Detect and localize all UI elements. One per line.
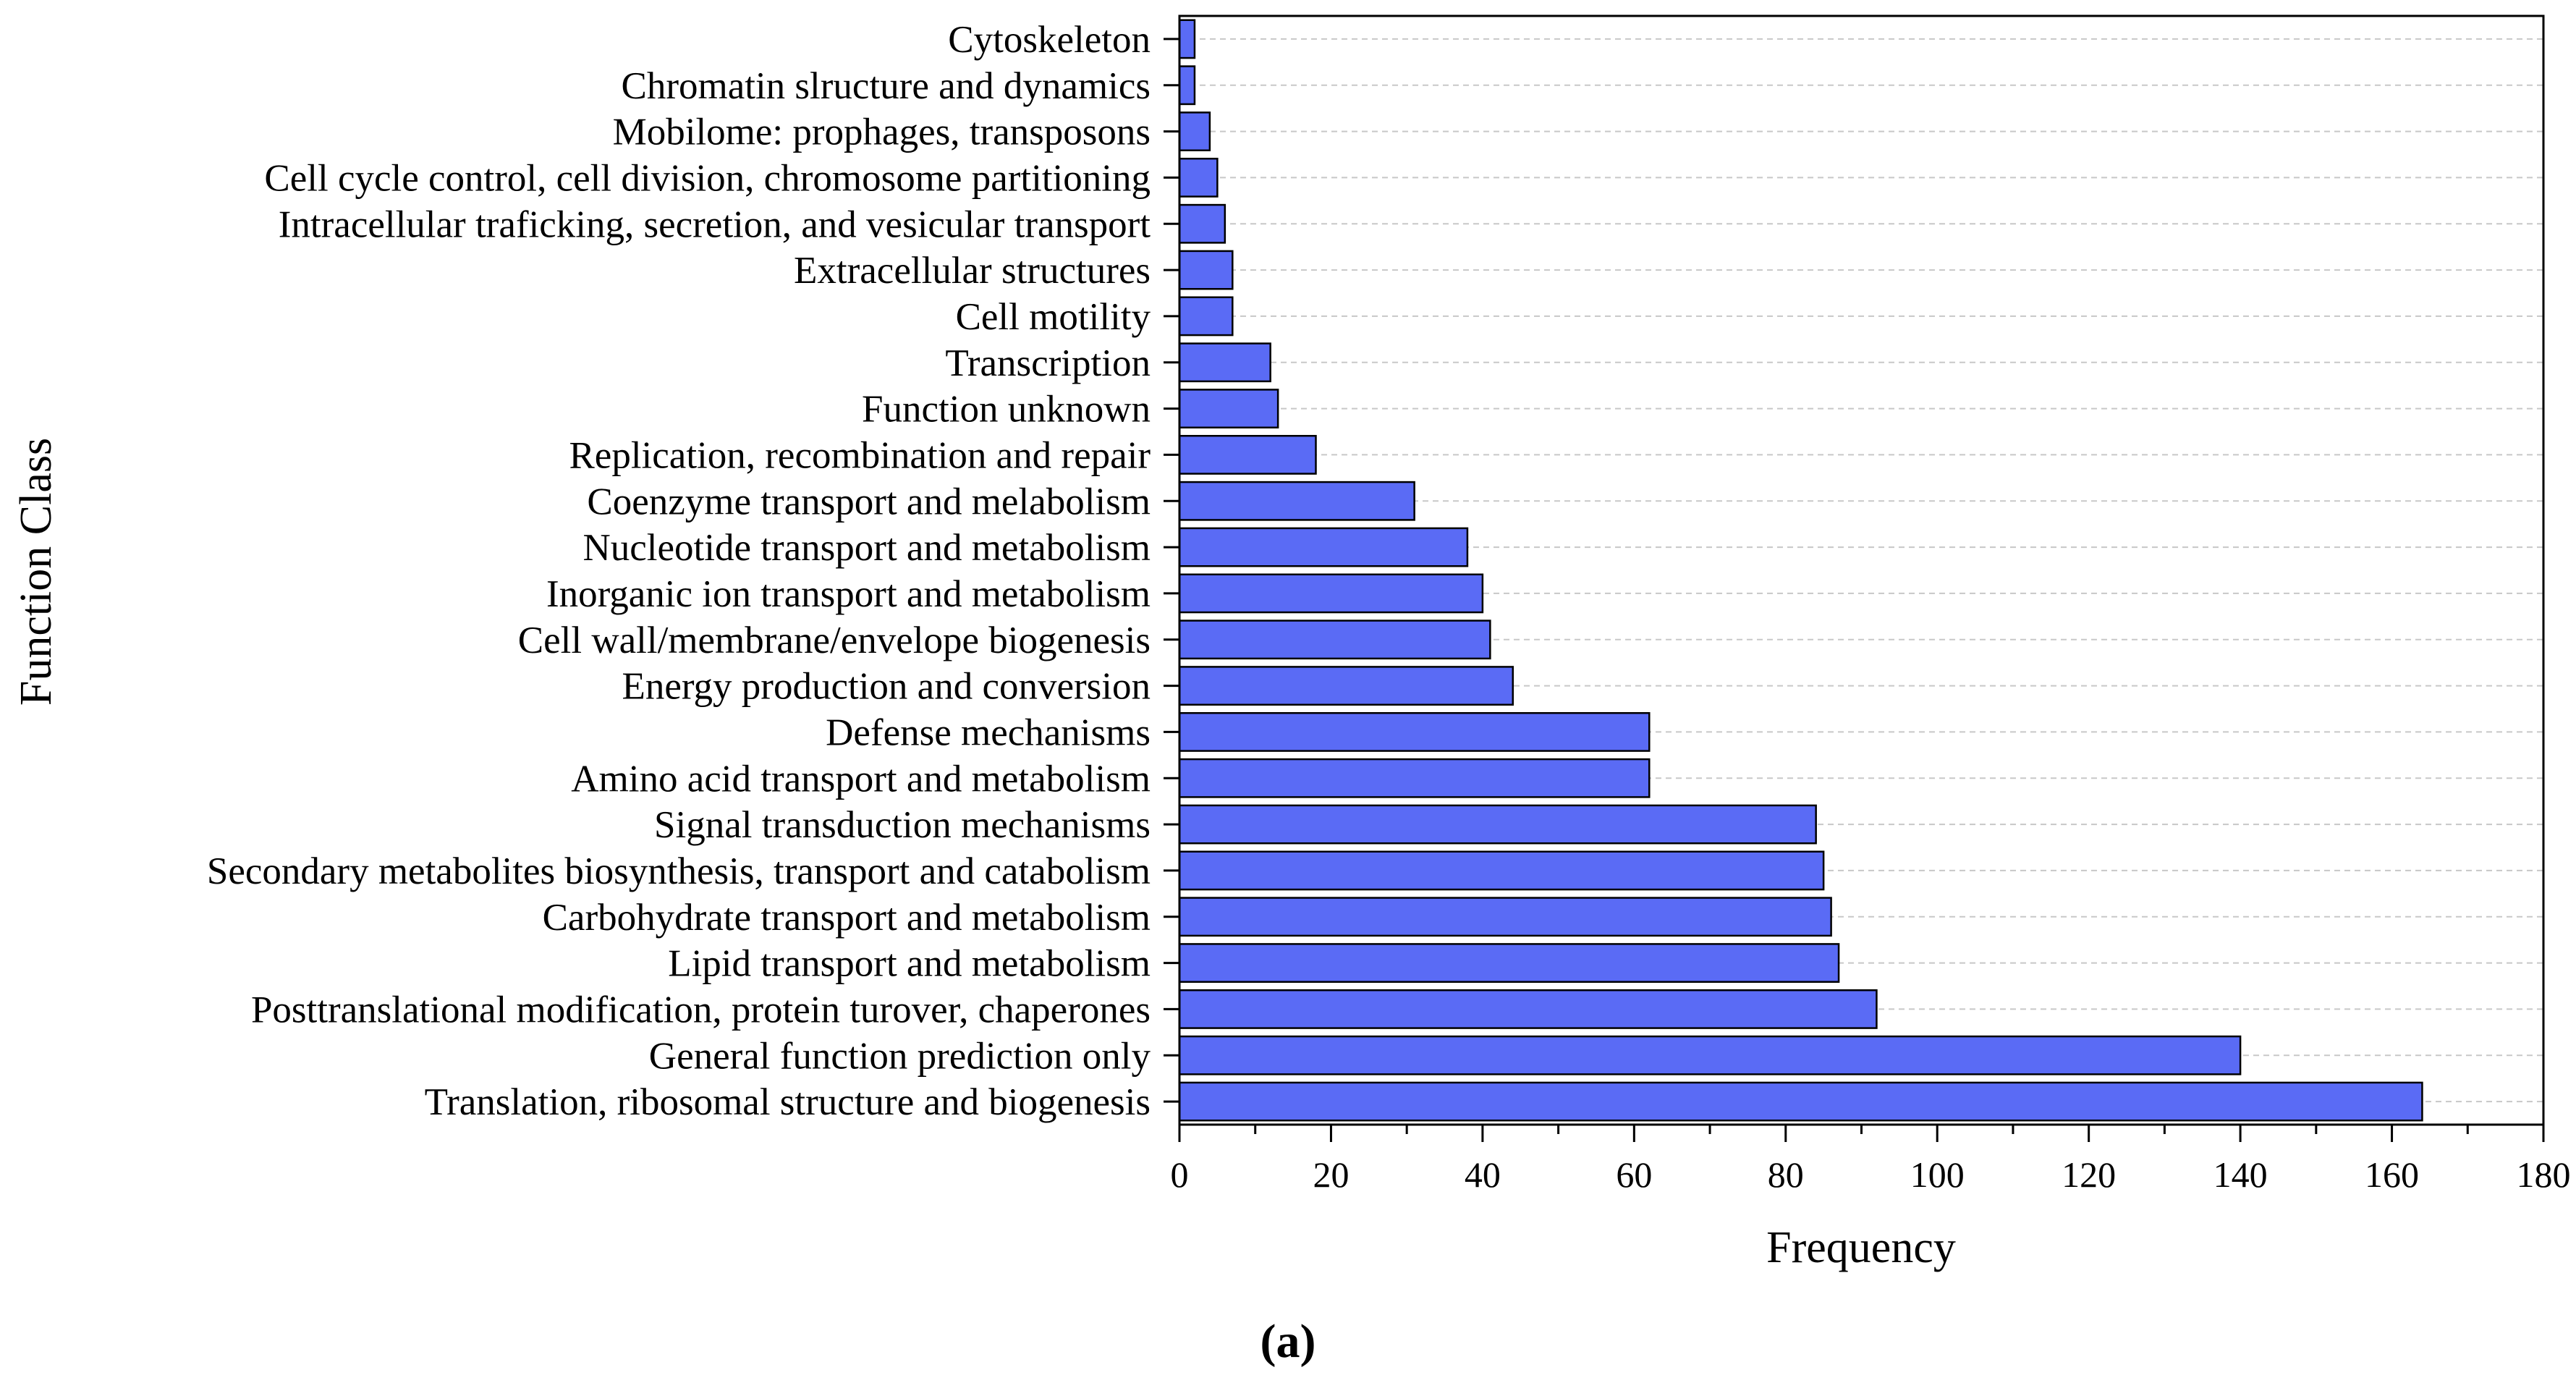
category-label: Cytoskeleton: [948, 19, 1151, 61]
category-label: Translation, ribosomal structure and bio…: [425, 1081, 1151, 1123]
bar: [1178, 666, 1514, 706]
bar: [1178, 19, 1196, 59]
category-label: Extracellular structures: [794, 250, 1151, 292]
figure-caption: (a): [1261, 1315, 1316, 1368]
bar: [1178, 203, 1226, 244]
category-label: Mobilome: prophages, transposons: [613, 111, 1151, 153]
bar: [1178, 389, 1279, 429]
bar: [1178, 527, 1469, 567]
bar: [1178, 943, 1840, 984]
x-tick-label: 40: [1465, 1154, 1501, 1195]
category-label: Cell motility: [956, 296, 1151, 338]
category-label: Chromatin slructure and dynamics: [621, 65, 1151, 107]
category-label: Function unknown: [862, 389, 1151, 431]
x-tick-label: 100: [1910, 1154, 1965, 1195]
category-label: Nucleotide transport and metabolism: [583, 527, 1151, 569]
bar: [1178, 1081, 2423, 1122]
x-axis-title: Frequency: [1766, 1223, 1956, 1272]
bars: [1178, 19, 2423, 1122]
x-tick-label: 20: [1313, 1154, 1349, 1195]
category-label: Amino acid transport and metabolism: [571, 758, 1151, 800]
y-axis-title: Function Class: [12, 438, 61, 706]
x-tick-label: 160: [2365, 1154, 2419, 1195]
category-label: Transcription: [945, 342, 1151, 384]
bar: [1178, 619, 1491, 660]
bar: [1178, 250, 1234, 290]
bar: [1178, 804, 1817, 845]
category-label: Energy production and conversion: [622, 666, 1151, 708]
category-label: Secondary metabolites biosynthesis, tran…: [207, 850, 1151, 892]
bar: [1178, 711, 1651, 752]
bar: [1178, 434, 1317, 475]
bar: [1178, 850, 1825, 891]
x-tick-label: 120: [2062, 1154, 2116, 1195]
x-tick-label: 80: [1768, 1154, 1804, 1195]
category-label: Lipid transport and metabolism: [668, 943, 1151, 985]
x-axis-ticks: 0 20 40 60 80 100 120 140 160 180: [1171, 1125, 2571, 1195]
bar: [1178, 481, 1415, 521]
bar: [1178, 989, 1878, 1029]
x-tick-label: 180: [2517, 1154, 2571, 1195]
category-label: Replication, recombination and repair: [569, 434, 1151, 476]
bar: [1178, 342, 1271, 383]
x-tick-label: 140: [2213, 1154, 2268, 1195]
category-label: Carbohydrate transport and metabolism: [543, 897, 1151, 939]
bar: [1178, 111, 1211, 152]
category-label: Inorganic ion transport and metabolism: [546, 573, 1151, 615]
category-label: Intracellular traficking, secretion, and…: [279, 203, 1151, 245]
gridlines: [1179, 38, 2543, 1103]
bar: [1178, 1035, 2242, 1075]
category-label: Signal transduction mechanisms: [654, 804, 1151, 846]
bar: [1178, 296, 1234, 337]
bar: [1178, 758, 1651, 798]
x-tick-label: 0: [1171, 1154, 1189, 1195]
category-label: Cell wall/membrane/envelope biogenesis: [518, 619, 1151, 661]
category-label: Cell cycle control, cell division, chrom…: [264, 157, 1151, 199]
bar: [1178, 573, 1484, 614]
bar: [1178, 157, 1219, 198]
bar: [1178, 65, 1196, 106]
x-tick-label: 60: [1616, 1154, 1652, 1195]
bar: [1178, 897, 1832, 937]
category-label: General function prediction only: [649, 1035, 1151, 1077]
category-label: Coenzyme transport and melabolism: [587, 481, 1151, 523]
category-label: Posttranslational modification, protein …: [251, 989, 1151, 1031]
category-label: Defense mechanisms: [826, 711, 1151, 753]
